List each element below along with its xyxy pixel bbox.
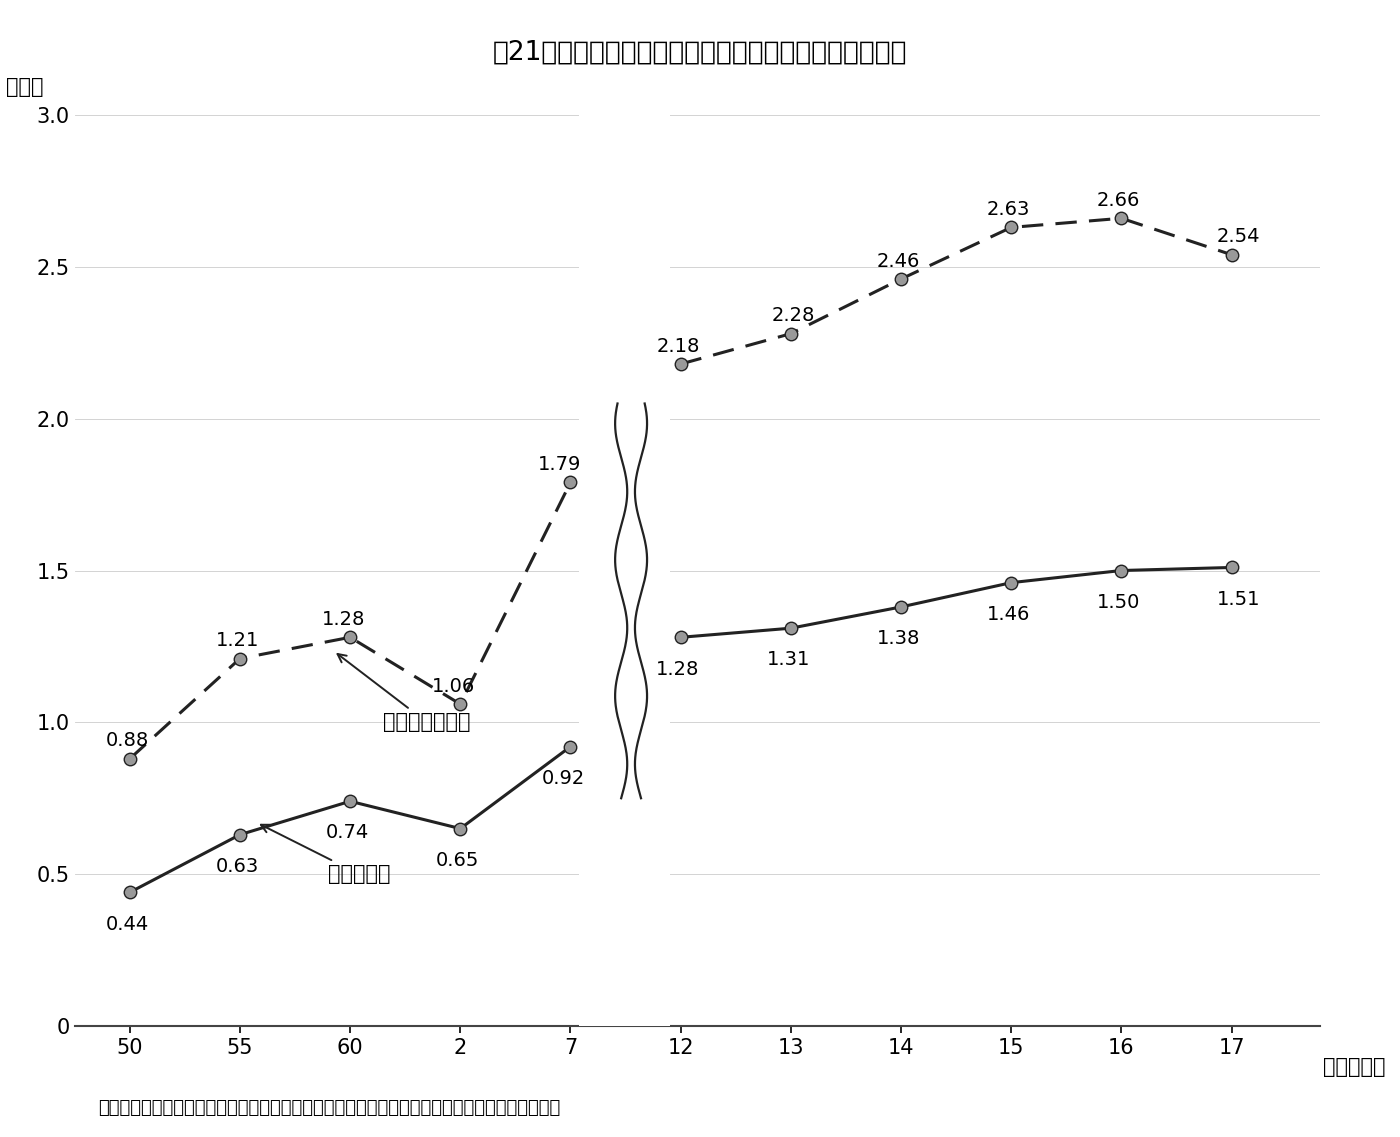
- Text: 2.46: 2.46: [876, 251, 920, 271]
- Text: 0.88: 0.88: [105, 731, 148, 750]
- Text: 2.18: 2.18: [657, 337, 700, 356]
- Text: 0.65: 0.65: [435, 850, 479, 870]
- Text: 1.51: 1.51: [1217, 590, 1260, 608]
- Text: 1.79: 1.79: [538, 455, 581, 474]
- Text: 2.28: 2.28: [771, 306, 815, 325]
- Text: 第21図　地方債現在高の歳入総額等に対する割合の推移: 第21図 地方債現在高の歳入総額等に対する割合の推移: [493, 40, 907, 66]
- Text: 1.31: 1.31: [766, 650, 809, 670]
- Text: 対一般財源総額: 対一般財源総額: [337, 654, 470, 732]
- Text: 0.92: 0.92: [542, 769, 585, 788]
- Text: （年度末）: （年度末）: [1323, 1056, 1385, 1077]
- Text: 1.06: 1.06: [431, 677, 475, 696]
- Text: 0.44: 0.44: [105, 914, 148, 933]
- Text: 2.54: 2.54: [1217, 227, 1260, 247]
- Bar: [580, 69, 669, 1041]
- Text: （注）　地方債現在高は、特定資金公共事業債及び特定資金公共投資事業債を除いた額である。: （注） 地方債現在高は、特定資金公共事業債及び特定資金公共投資事業債を除いた額で…: [98, 1098, 560, 1117]
- Text: 対歳入総額: 対歳入総額: [260, 824, 391, 885]
- Text: （倍）: （倍）: [6, 77, 43, 97]
- Text: 1.21: 1.21: [216, 631, 259, 650]
- Text: 2.66: 2.66: [1098, 191, 1141, 210]
- Text: 1.38: 1.38: [876, 629, 920, 648]
- Text: 0.74: 0.74: [326, 823, 370, 843]
- Text: 1.46: 1.46: [987, 605, 1030, 624]
- Text: 2.63: 2.63: [987, 200, 1030, 219]
- Text: 0.63: 0.63: [216, 857, 259, 875]
- Text: 1.28: 1.28: [657, 659, 700, 679]
- Text: 1.28: 1.28: [322, 609, 365, 629]
- Text: 1.50: 1.50: [1098, 592, 1141, 612]
